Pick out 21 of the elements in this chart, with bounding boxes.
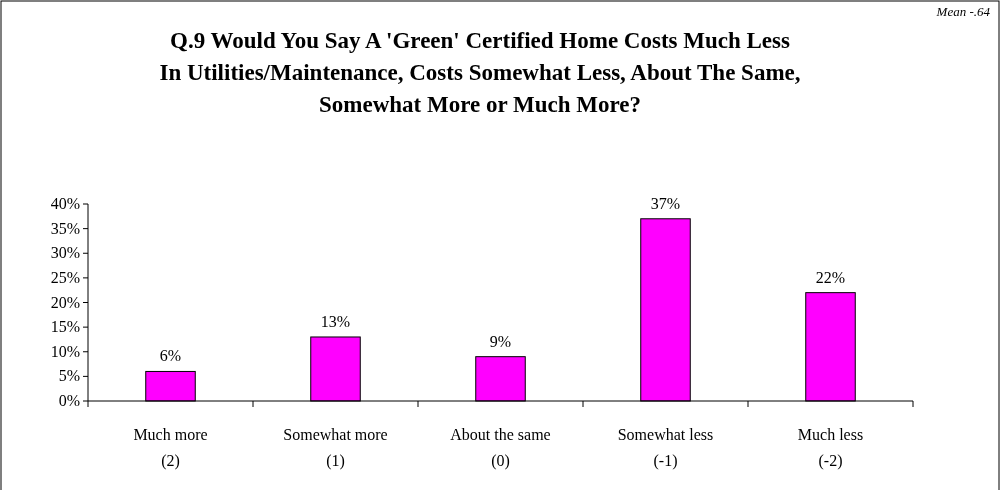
data-label: 13% — [320, 312, 351, 330]
x-tick-label: About the same (0) — [450, 426, 551, 470]
text: Mean -.64 — [935, 4, 991, 19]
y-tick-label: 20% — [50, 293, 80, 311]
data-label: 6% — [159, 347, 182, 365]
chart-title: Q.9 Would You Say A 'Green' Certified Home Costs Much Less In Utilities/Maintenance, Costs Somewhat Less, About The Same, Somewhat More or Much More? — [159, 28, 801, 117]
y-tick-label: 5% — [58, 367, 80, 385]
x-tick-label: Somewhat more (1) — [283, 426, 388, 470]
y-tick-label: 25% — [50, 268, 80, 286]
y-tick-label: 0% — [58, 392, 80, 409]
y-tick-label: 40% — [50, 195, 80, 212]
data-label: 9% — [489, 332, 512, 350]
x-tick-label: Somewhat less (-1) — [617, 426, 714, 470]
y-tick-label: 15% — [50, 318, 80, 336]
data-label: 22% — [815, 268, 846, 286]
data-label: 37% — [650, 194, 681, 212]
y-tick-label: 35% — [50, 219, 80, 237]
x-tick-label: Much less (-2) — [797, 426, 864, 470]
y-tick-label: 30% — [50, 244, 80, 262]
y-tick-label: 10% — [50, 342, 80, 360]
x-tick-label: Much more (2) — [133, 426, 208, 470]
